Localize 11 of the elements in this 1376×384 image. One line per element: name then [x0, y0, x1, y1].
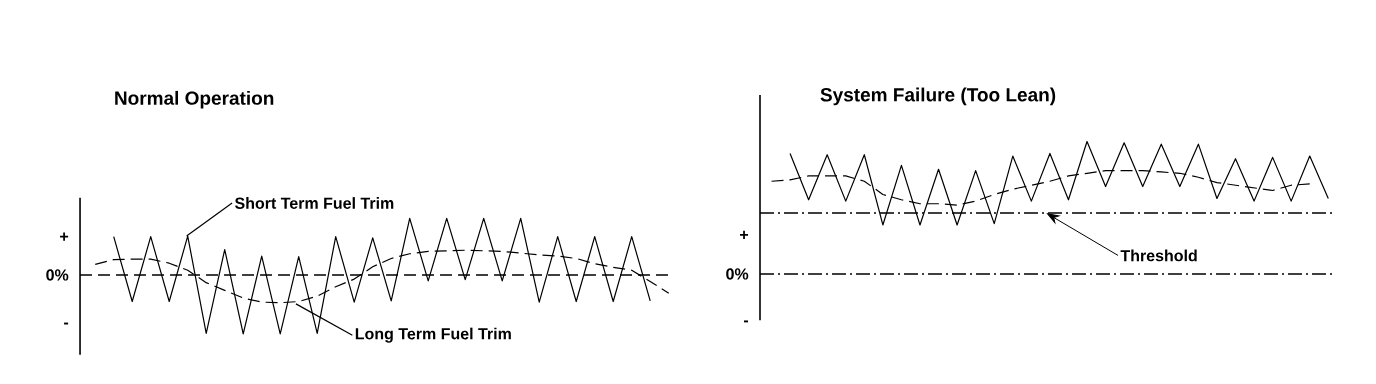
text: 0% — [726, 268, 749, 280]
text: + — [740, 230, 749, 239]
text: - — [64, 322, 69, 325]
text: 0% — [46, 269, 69, 281]
ref-line-label: Threshold — [1120, 249, 1197, 262]
text: + — [60, 232, 69, 241]
annotation: Long Term Fuel Trim — [355, 327, 511, 343]
chart-title: System Failure (Too Lean) — [820, 87, 1056, 106]
text: - — [743, 320, 749, 323]
text: Short Term Fuel Trim — [234, 197, 394, 209]
chart-title: Normal Operation — [115, 90, 274, 109]
